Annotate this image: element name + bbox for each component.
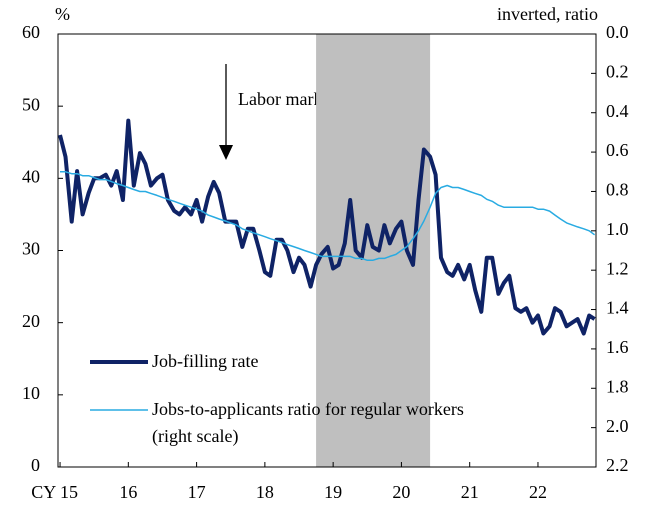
- x-tick-label: 19: [324, 482, 342, 502]
- x-tick-label: 22: [529, 482, 547, 502]
- y2-tick-label: 1.0: [606, 219, 629, 239]
- y2-tick-label: 0.6: [606, 140, 629, 160]
- y2-tick-label: 1.2: [606, 258, 629, 278]
- x-tick-label: 18: [256, 482, 274, 502]
- shaded-period: [316, 34, 431, 467]
- y2-tick-label: 1.8: [606, 376, 629, 396]
- annotation-arrowhead: [219, 145, 233, 160]
- y2-tick-label: 0.2: [606, 61, 629, 81]
- x-tick-label: 20: [392, 482, 410, 502]
- y2-tick-label: 1.4: [606, 298, 629, 318]
- x-tick-label: CY 15: [31, 482, 78, 502]
- x-tick-label: 17: [188, 482, 206, 502]
- y-tick-label: 30: [22, 239, 40, 259]
- legend-label: Jobs-to-applicants ratio for regular wor…: [152, 399, 464, 446]
- legend-label: Job-filling rate: [152, 351, 259, 371]
- y-tick-label: 50: [22, 94, 40, 114]
- y-tick-label: 40: [22, 166, 40, 186]
- y-tick-label: 0: [31, 455, 40, 475]
- y-tick-label: 10: [22, 383, 40, 403]
- y2-tick-label: 1.6: [606, 337, 629, 357]
- y2-tick-label: 0.8: [606, 180, 629, 200]
- y2-tick-label: 0.4: [606, 101, 629, 121]
- series-line: [58, 118, 596, 336]
- x-tick-label: 21: [461, 482, 479, 502]
- y2-axis-label: inverted, ratio: [497, 4, 598, 24]
- y2-tick-label: 2.2: [606, 455, 629, 475]
- y2-tick-label: 2.0: [606, 416, 629, 436]
- y-tick-label: 20: [22, 311, 40, 331]
- y-tick-label: 60: [22, 22, 40, 42]
- x-tick-label: 16: [119, 482, 137, 502]
- series-line: [60, 171, 596, 262]
- y2-tick-label: 0.0: [606, 22, 629, 42]
- y-axis-label: %: [55, 4, 70, 24]
